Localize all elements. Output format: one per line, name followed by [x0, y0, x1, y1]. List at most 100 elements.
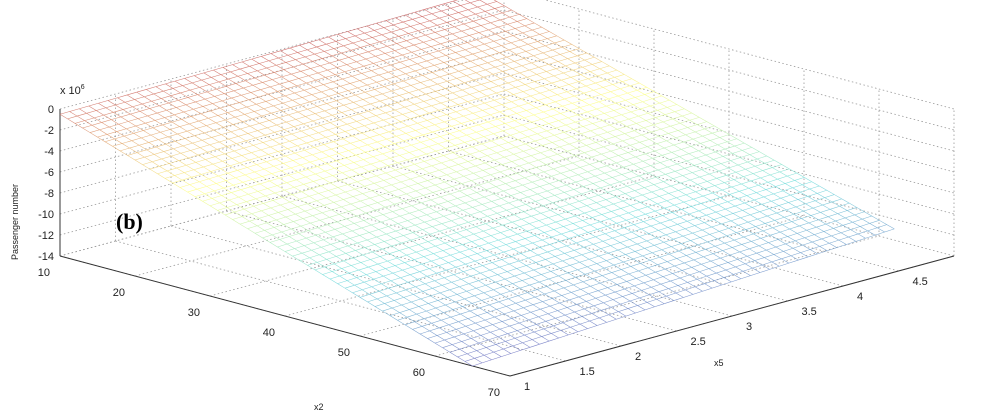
mesh-line: [583, 92, 592, 98]
mesh-line: [701, 169, 710, 175]
mesh-line: [439, 292, 448, 298]
mesh-line: [528, 316, 539, 321]
mesh-line: [393, 24, 402, 30]
mesh-line: [440, 102, 449, 108]
mesh-line: [165, 141, 176, 145]
mesh-line: [457, 42, 468, 46]
mesh-line: [404, 14, 413, 20]
mesh-line: [408, 186, 417, 192]
mesh-line: [103, 112, 114, 116]
mesh-line: [250, 186, 259, 192]
mesh-line: [338, 90, 349, 94]
mesh-line: [642, 194, 650, 200]
mesh-line: [649, 196, 660, 200]
mesh-line: [674, 204, 682, 210]
mesh-line: [628, 270, 639, 275]
mesh-line: [475, 226, 484, 232]
mesh-line: [525, 204, 534, 210]
mesh-line: [597, 131, 608, 136]
mesh-line: [417, 63, 425, 69]
mesh-line: [531, 212, 541, 217]
mesh-line: [614, 288, 625, 293]
mesh-line: [862, 218, 870, 224]
mesh-line: [251, 58, 260, 64]
mesh-line: [405, 133, 414, 139]
mesh-line: [551, 233, 562, 238]
mesh-line: [417, 27, 428, 32]
mesh-line: [494, 8, 503, 14]
mesh-line: [405, 73, 414, 79]
mesh-line: [383, 180, 392, 186]
mesh-line: [494, 100, 502, 105]
mesh-line: [577, 174, 586, 180]
mesh-line: [748, 184, 759, 189]
mesh-line: [435, 307, 444, 313]
mesh-line: [619, 118, 629, 123]
mesh-line: [404, 198, 414, 202]
mesh-line: [179, 184, 190, 188]
mesh-line: [216, 88, 225, 94]
mesh-line: [404, 166, 413, 172]
mesh-line: [214, 187, 224, 192]
mesh-line: [534, 140, 543, 146]
mesh-line: [304, 242, 314, 246]
mesh-line: [620, 303, 629, 309]
mesh-line: [412, 108, 422, 112]
mesh-line: [347, 123, 355, 129]
mesh-line: [547, 38, 555, 44]
mesh-line: [89, 129, 100, 133]
mesh-line: [362, 190, 373, 194]
mesh-line: [133, 130, 144, 134]
mesh-line: [462, 241, 472, 245]
mesh-line: [334, 229, 343, 235]
mesh-line: [248, 96, 259, 101]
mesh-line: [567, 148, 577, 152]
mesh-line: [469, 2, 478, 8]
mesh-line: [497, 118, 506, 124]
mesh-line: [178, 160, 187, 166]
mesh-line: [560, 51, 570, 55]
mesh-line: [283, 69, 292, 75]
mesh-line: [272, 200, 281, 206]
mesh-line: [829, 239, 839, 244]
mesh-line: [444, 239, 455, 244]
mesh-line: [225, 116, 236, 121]
mesh-line: [434, 339, 445, 344]
mesh-line: [565, 121, 576, 126]
mesh-line: [166, 107, 177, 111]
mesh-line: [490, 78, 501, 82]
mesh-line: [747, 252, 757, 257]
mesh-line: [590, 130, 599, 136]
mesh-line: [515, 84, 526, 88]
mesh-line: [665, 111, 675, 115]
mesh-line: [315, 234, 324, 240]
mesh-line: [492, 15, 501, 21]
mesh-line: [469, 342, 479, 347]
mesh-line: [203, 163, 214, 168]
mesh-line: [307, 200, 317, 204]
mesh-line: [460, 313, 469, 319]
mesh-line: [369, 74, 379, 79]
mesh-line: [439, 324, 449, 329]
mesh-line: [546, 224, 554, 230]
mesh-line: [504, 275, 515, 280]
mesh-line: [195, 159, 206, 163]
mesh-line: [467, 318, 476, 324]
mesh-line: [531, 118, 542, 123]
mesh-line: [620, 85, 630, 90]
mesh-line: [595, 79, 606, 84]
mesh-line: [572, 103, 580, 108]
mesh-line: [401, 144, 412, 149]
mesh-line: [601, 150, 612, 155]
mesh-line: [652, 95, 662, 100]
mesh-line: [259, 180, 270, 185]
mesh-line: [516, 268, 525, 274]
mesh-line: [251, 118, 260, 124]
mesh-line: [213, 69, 222, 75]
mesh-line: [316, 200, 325, 206]
mesh-line: [472, 113, 481, 118]
mesh-line: [547, 190, 555, 196]
mesh-line: [382, 60, 391, 66]
mesh-line: [564, 314, 573, 320]
mesh-line: [838, 236, 849, 241]
